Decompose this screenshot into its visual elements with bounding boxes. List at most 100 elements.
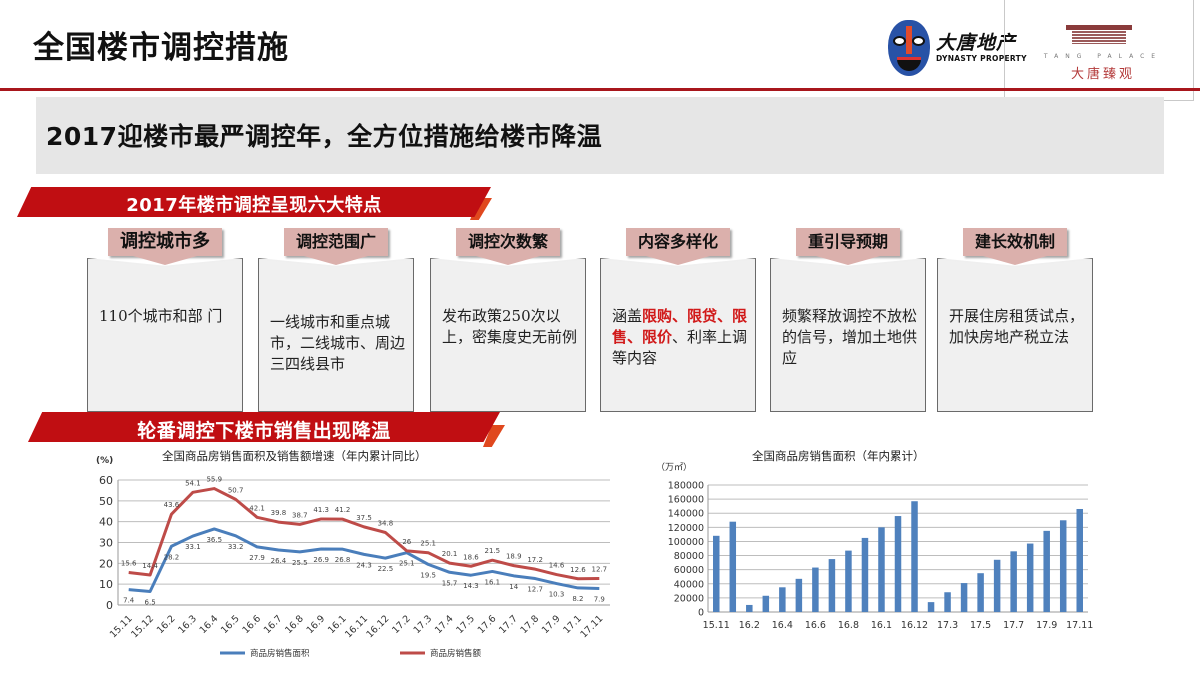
data-label: 14.6 [549, 562, 565, 570]
y-tick-label: 50 [99, 495, 113, 508]
data-label: 28.2 [164, 553, 180, 561]
palace-building-icon [1072, 31, 1126, 44]
y-tick-label: 60 [99, 474, 113, 487]
line-chart-title: 全国商品房销售面积及销售额增速（年内累计同比） [162, 449, 427, 463]
bar [828, 559, 836, 612]
data-label: 38.7 [292, 511, 308, 519]
data-label: 26 [402, 538, 411, 546]
data-label: 33.1 [185, 543, 201, 551]
y-tick-label: 60000 [674, 565, 704, 576]
x-tick-label: 16.6 [805, 620, 826, 631]
bar [1043, 530, 1050, 612]
data-label: 54.1 [185, 479, 201, 487]
data-label: 55.9 [206, 476, 222, 484]
x-tick-label: 16.1 [871, 620, 892, 631]
bar [779, 587, 786, 612]
data-label: 26.8 [335, 556, 351, 564]
bar [795, 578, 803, 612]
x-tick-label: 15.12 [129, 613, 156, 640]
data-label: 41.3 [313, 506, 329, 514]
data-label: 25.1 [420, 540, 436, 548]
data-label: 16.1 [485, 578, 501, 586]
x-tick-label: 17.5 [454, 613, 477, 636]
x-tick-label: 17.6 [476, 613, 499, 636]
bar [713, 535, 720, 612]
x-tick-label: 16.12 [901, 620, 928, 631]
data-label: 27.9 [249, 554, 265, 562]
desc-highlight: 限购、限贷、限售、限价 [612, 307, 748, 346]
y-tick-label: 30 [99, 537, 113, 550]
bar [762, 595, 770, 612]
bar [1076, 508, 1083, 612]
x-tick-label: 16.11 [343, 613, 370, 640]
line-chart: 010203040506015.1115.1216.216.316.416.51… [99, 474, 610, 659]
data-label: 14.4 [142, 562, 158, 570]
data-label: 36.5 [206, 536, 222, 544]
data-label: 24.3 [356, 561, 372, 569]
data-label: 18.9 [506, 553, 522, 561]
x-tick-label: 16.3 [176, 613, 199, 636]
section-ribbon-features: 2017年楼市调控呈现六大特点 [17, 187, 491, 217]
section-ribbon-sales: 轮番调控下楼市销售出现降温 [28, 412, 500, 442]
x-tick-label: 17.7 [497, 613, 520, 636]
x-tick-label: 16.9 [305, 613, 328, 636]
line-chart-unit: (%) [96, 456, 114, 466]
opera-mask-icon [888, 20, 930, 76]
bar [729, 521, 737, 612]
y-tick-label: 100000 [668, 537, 704, 548]
feature-tag: 重引导预期 [795, 228, 901, 256]
x-tick-label: 16.2 [155, 613, 178, 636]
data-label: 17.2 [527, 556, 543, 564]
y-tick-label: 10 [99, 578, 113, 591]
series-line [128, 527, 600, 593]
x-tick-label: 15.11 [703, 620, 730, 631]
data-label: 7.4 [123, 597, 135, 605]
data-label: 39.8 [271, 509, 287, 517]
series-line [128, 487, 600, 581]
feature-tag: 建长效机制 [962, 228, 1068, 256]
data-label: 22.5 [378, 565, 394, 573]
logo-palace-cn: 大唐臻观 [1070, 67, 1135, 82]
data-label: 37.5 [356, 514, 372, 522]
x-tick-label: 17.11 [1066, 620, 1093, 631]
y-tick-label: 160000 [668, 495, 704, 506]
bar [993, 559, 1001, 612]
feature-box [87, 258, 243, 412]
feature-card-frequency: 调控次数繁 发布政策250次以上，密集度史无前例 [430, 228, 586, 412]
data-label: 12.6 [570, 566, 586, 574]
palace-roof-icon [1066, 25, 1132, 30]
y-tick-label: 180000 [668, 481, 704, 492]
feature-card-guidance: 重引导预期 频繁释放调控不放松的信号，增加土地供应 [770, 228, 926, 412]
x-tick-label: 17.11 [578, 613, 605, 640]
x-tick-label: 16.4 [198, 613, 221, 636]
bar [878, 527, 885, 612]
data-label: 50.7 [228, 486, 244, 494]
x-tick-label: 17.7 [1003, 620, 1024, 631]
bar [977, 573, 984, 612]
data-label: 21.5 [485, 547, 501, 555]
x-tick-label: 17.8 [519, 613, 542, 636]
x-tick-label: 17.9 [1036, 620, 1057, 631]
x-tick-label: 16.8 [283, 613, 306, 636]
data-label: 15.6 [121, 560, 137, 568]
x-tick-label: 17.5 [970, 620, 991, 631]
y-tick-label: 140000 [668, 509, 704, 520]
x-tick-label: 17.4 [433, 613, 456, 636]
data-label: 20.1 [442, 550, 458, 558]
bar [1026, 543, 1034, 612]
bar-chart-unit: （万㎡） [656, 463, 693, 473]
x-tick-label: 16.6 [240, 613, 263, 636]
x-tick-label: 16.7 [262, 613, 285, 636]
data-label: 41.2 [335, 506, 351, 514]
bar [746, 604, 753, 612]
title-divider [0, 88, 1200, 91]
headline-text: 2017迎楼市最严调控年，全方位措施给楼市降温 [46, 122, 603, 151]
feature-box [600, 258, 756, 412]
x-tick-label: 15.11 [108, 613, 135, 640]
x-tick-label: 16.4 [772, 620, 793, 631]
data-label: 42.1 [249, 504, 265, 512]
feature-box [258, 258, 414, 412]
x-tick-label: 17.9 [540, 613, 563, 636]
bar [911, 501, 918, 612]
data-label: 43.6 [164, 501, 180, 509]
